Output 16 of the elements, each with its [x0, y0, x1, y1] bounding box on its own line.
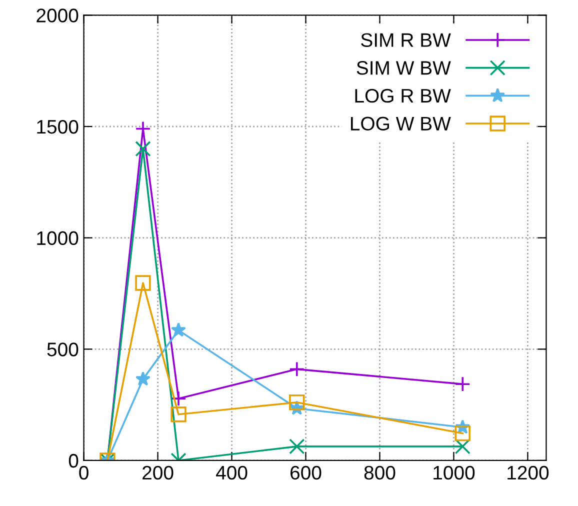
- x-tick-label: 1000: [434, 466, 475, 480]
- y-tick-label: 500: [47, 342, 78, 356]
- legend-label: LOG W BW: [350, 116, 451, 131]
- x-tick-label: 400: [216, 466, 248, 480]
- legend-label: SIM R BW: [361, 33, 451, 47]
- legend-label: LOG R BW: [355, 88, 451, 103]
- y-tick-label: 1500: [37, 120, 78, 134]
- x-tick-label: 0: [79, 466, 88, 480]
- x-tick-label: 200: [142, 466, 174, 480]
- y-tick-label: 1000: [37, 231, 78, 246]
- y-tick-label: 2000: [36, 8, 78, 22]
- x-tick-label: 600: [290, 466, 322, 480]
- x-tick-label: 1200: [508, 466, 549, 480]
- y-tick-label: 0: [68, 454, 78, 468]
- legend-label: SIM W BW: [356, 61, 451, 75]
- x-tick-label: 800: [364, 466, 396, 480]
